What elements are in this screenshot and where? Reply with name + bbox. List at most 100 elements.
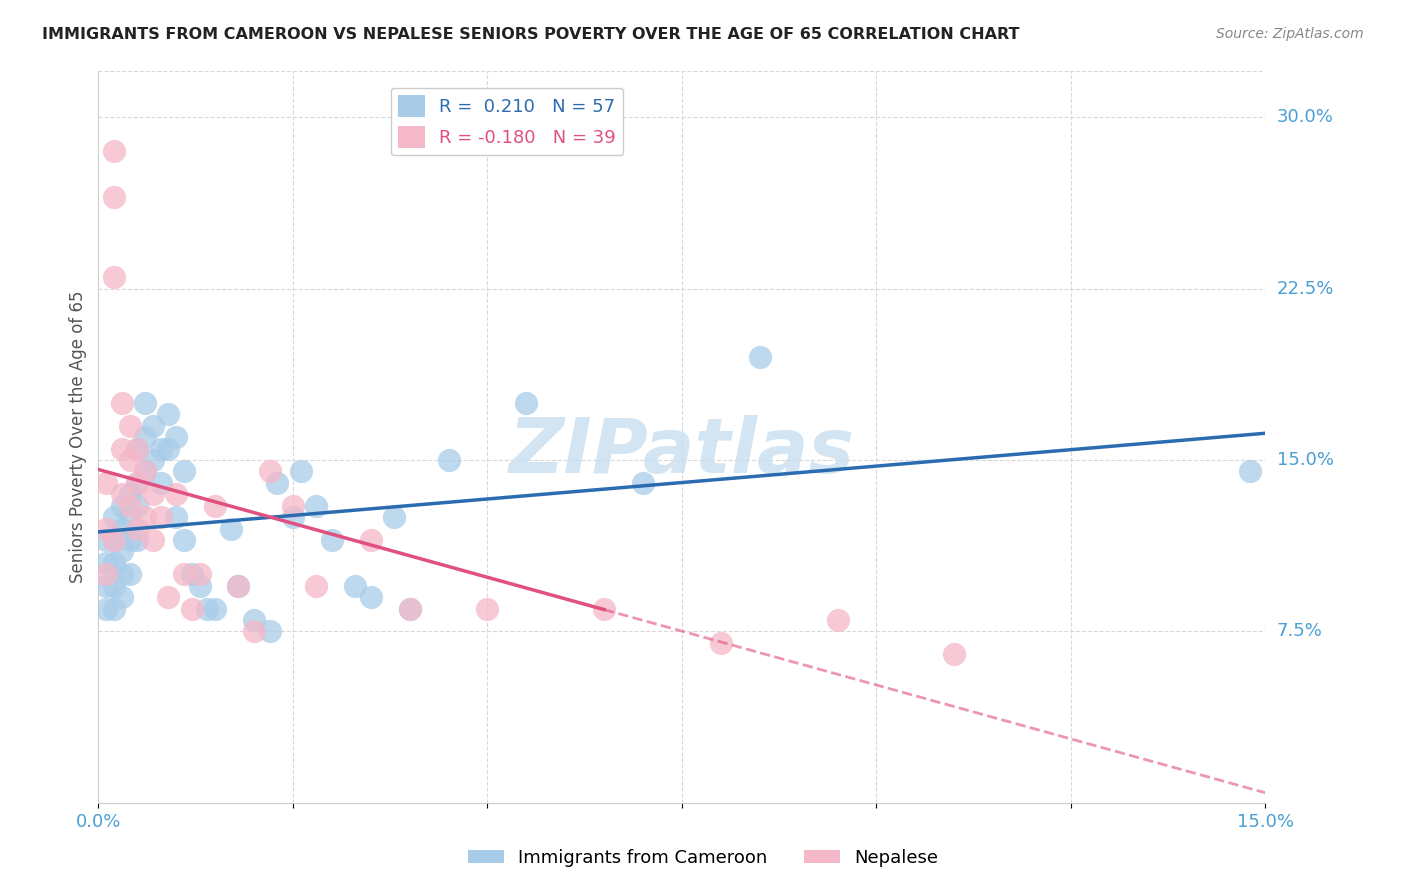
Point (243, 624, 266, 639)
Legend: R =  0.210   N = 57, R = -0.180   N = 39: R = 0.210 N = 57, R = -0.180 N = 39 (391, 87, 623, 155)
Point (127, 499, 149, 513)
Point (142, 453, 165, 467)
Point (188, 567, 211, 582)
Point (111, 521, 134, 535)
Point (118, 567, 141, 582)
Point (219, 521, 242, 535)
Point (134, 464, 156, 478)
Text: 30.0%: 30.0% (1277, 108, 1333, 126)
Point (96, 533, 118, 547)
Point (134, 396, 156, 410)
Point (204, 601, 226, 615)
Point (103, 579, 125, 593)
Point (173, 533, 195, 547)
Y-axis label: Seniors Poverty Over the Age of 65: Seniors Poverty Over the Age of 65 (69, 291, 87, 583)
Point (173, 464, 195, 478)
Point (127, 475, 149, 490)
Point (710, 636, 733, 650)
Point (398, 601, 420, 615)
Point (127, 442, 149, 456)
Point (118, 533, 141, 547)
Point (180, 567, 202, 582)
Point (180, 601, 202, 615)
Point (103, 145, 125, 159)
Point (142, 533, 165, 547)
Text: Source: ZipAtlas.com: Source: ZipAtlas.com (1216, 27, 1364, 41)
Point (173, 567, 195, 582)
Point (266, 475, 288, 490)
Point (593, 601, 616, 615)
Point (96, 556, 118, 570)
Point (165, 430, 187, 444)
Point (165, 487, 187, 501)
Point (111, 499, 134, 513)
Point (149, 475, 172, 490)
Point (103, 533, 125, 547)
Text: ZIPatlas: ZIPatlas (509, 415, 855, 489)
Point (259, 464, 281, 478)
Point (305, 579, 328, 593)
Point (360, 590, 382, 604)
Point (111, 487, 134, 501)
Point (103, 533, 125, 547)
Point (127, 475, 149, 490)
Point (398, 601, 420, 615)
Point (118, 510, 141, 524)
Point (437, 453, 460, 467)
Point (111, 442, 134, 456)
Point (111, 567, 134, 582)
Point (127, 521, 149, 535)
Point (243, 613, 266, 627)
Point (281, 510, 304, 524)
Point (134, 510, 156, 524)
Point (103, 190, 125, 204)
Point (157, 407, 180, 421)
Point (111, 590, 134, 604)
Point (103, 270, 125, 285)
Point (96, 567, 118, 582)
Point (103, 556, 125, 570)
Point (228, 579, 250, 593)
Point (1239, 464, 1261, 478)
Point (149, 442, 172, 456)
Point (943, 647, 966, 661)
Point (157, 442, 180, 456)
Point (118, 487, 141, 501)
Point (111, 544, 134, 558)
Point (281, 499, 304, 513)
Point (631, 475, 654, 490)
Point (290, 464, 312, 478)
Legend: Immigrants from Cameroon, Nepalese: Immigrants from Cameroon, Nepalese (461, 842, 945, 874)
Point (827, 613, 849, 627)
Point (103, 510, 125, 524)
Point (360, 533, 382, 547)
Point (259, 624, 281, 639)
Point (195, 601, 218, 615)
Point (118, 418, 141, 433)
Point (134, 430, 156, 444)
Point (321, 533, 343, 547)
Point (188, 579, 211, 593)
Point (305, 499, 328, 513)
Point (228, 579, 250, 593)
Point (103, 601, 125, 615)
Point (127, 533, 149, 547)
Point (149, 510, 172, 524)
Point (344, 579, 367, 593)
Point (118, 499, 141, 513)
Point (118, 453, 141, 467)
Point (157, 590, 180, 604)
Point (477, 601, 499, 615)
Point (142, 418, 165, 433)
Point (96, 601, 118, 615)
Point (204, 499, 226, 513)
Point (165, 510, 187, 524)
Text: 15.0%: 15.0% (1277, 451, 1333, 469)
Point (96, 521, 118, 535)
Point (111, 396, 134, 410)
Point (96, 579, 118, 593)
Point (127, 442, 149, 456)
Text: 7.5%: 7.5% (1277, 623, 1323, 640)
Point (515, 396, 537, 410)
Text: 22.5%: 22.5% (1277, 279, 1334, 298)
